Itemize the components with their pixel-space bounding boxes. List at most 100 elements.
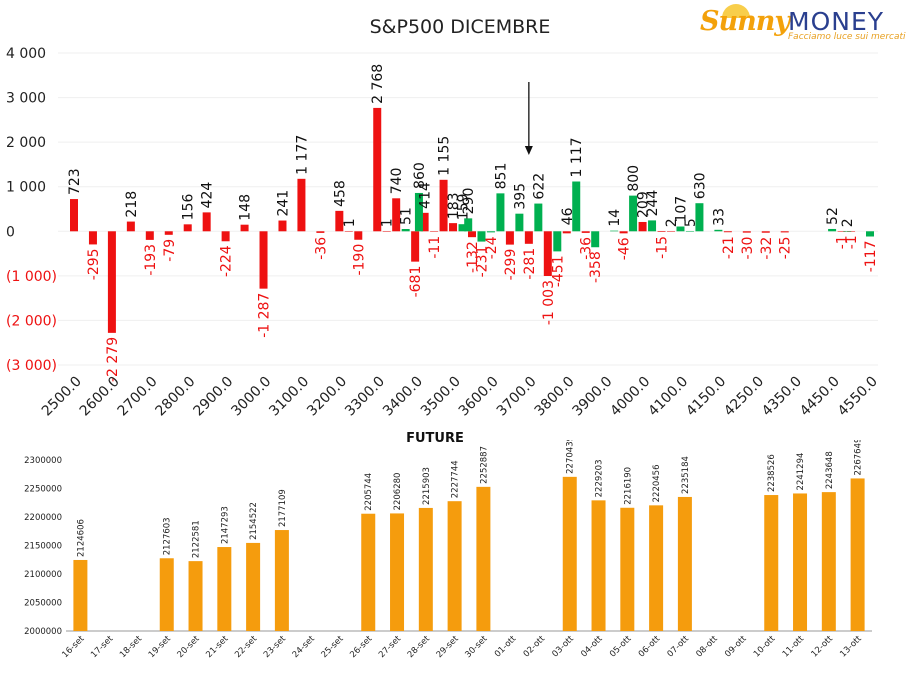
green-bar xyxy=(591,231,600,248)
data-label: 183 xyxy=(446,192,462,219)
future-bar xyxy=(361,513,376,631)
green-bar xyxy=(515,213,524,232)
data-label: -21 xyxy=(721,236,737,259)
future-bar xyxy=(649,505,664,631)
red-bar xyxy=(562,231,571,234)
y-tick-label: 1 000 xyxy=(6,180,46,196)
data-label: 156 xyxy=(181,194,197,221)
red-bar xyxy=(240,224,249,232)
x-tick-label: 03-ott xyxy=(550,634,576,660)
x-tick-label: 28-set xyxy=(406,634,433,661)
data-label: 5 xyxy=(683,218,699,227)
x-tick-label: 3900.0 xyxy=(570,374,616,420)
red-bar xyxy=(354,231,363,240)
y-tick-label: (2 000) xyxy=(6,313,57,329)
green-bar xyxy=(458,224,467,232)
data-label: 2252887 xyxy=(479,446,489,484)
data-label: -451 xyxy=(550,255,566,287)
x-tick-label: 06-ott xyxy=(637,634,663,660)
red-bar xyxy=(344,231,353,232)
data-label: 2 768 xyxy=(370,64,386,104)
data-label: 2270439 xyxy=(566,440,576,474)
data-label: 1 117 xyxy=(569,137,585,177)
x-tick-label: 4250.0 xyxy=(721,374,767,420)
data-label: 2205744 xyxy=(364,473,374,511)
data-label: -1 xyxy=(844,235,860,249)
x-tick-label: 4000.0 xyxy=(607,374,653,420)
future-bar xyxy=(620,507,635,631)
red-bar xyxy=(88,231,97,245)
future-bar xyxy=(850,478,865,631)
green-bar xyxy=(414,192,423,232)
data-label: 630 xyxy=(692,172,708,199)
data-label: 2147293 xyxy=(220,506,230,544)
x-tick-label: 01-ott xyxy=(493,634,519,660)
future-bar xyxy=(562,476,577,631)
red-bar xyxy=(638,221,647,232)
red-bar xyxy=(430,231,439,232)
x-tick-label: 2600.0 xyxy=(77,374,123,420)
green-bar xyxy=(695,203,704,232)
green-bar xyxy=(685,231,694,232)
data-label: -358 xyxy=(588,251,604,283)
red-bar xyxy=(126,221,135,232)
x-tick-label: 02-ott xyxy=(522,634,548,660)
data-label: 622 xyxy=(531,173,547,200)
x-tick-label: 10-ott xyxy=(752,634,778,660)
x-tick-label: 13-ott xyxy=(838,634,864,660)
green-bar xyxy=(866,231,874,237)
data-label: 14 xyxy=(607,209,623,227)
data-label: 2241294 xyxy=(796,453,806,491)
data-label: 860 xyxy=(412,162,428,189)
future-bar xyxy=(677,496,692,631)
data-label: 2215903 xyxy=(422,467,432,505)
x-tick-label: 19-set xyxy=(147,634,174,661)
data-label: -30 xyxy=(740,237,756,260)
red-bar xyxy=(449,223,458,232)
x-tick-label: 24-set xyxy=(291,634,318,661)
data-label: 241 xyxy=(275,190,291,217)
future-bar xyxy=(418,507,433,631)
data-label: 395 xyxy=(512,183,528,210)
data-label: -24 xyxy=(484,236,500,259)
x-tick-label: 11-ott xyxy=(781,634,807,660)
data-label: -1 xyxy=(835,235,851,249)
data-label: -190 xyxy=(351,244,367,276)
green-bar xyxy=(648,220,657,232)
data-label: -231 xyxy=(474,246,490,278)
x-tick-label: 4350.0 xyxy=(759,374,805,420)
data-label: 1 xyxy=(380,218,396,227)
data-label: -36 xyxy=(579,237,595,260)
chart-title-sp500: S&P500 DICEMBRE xyxy=(369,16,551,38)
data-label: 52 xyxy=(825,207,841,225)
green-bar xyxy=(714,229,723,232)
x-tick-label: 22-set xyxy=(233,634,260,661)
y-tick-label: 2250000 xyxy=(24,485,62,495)
data-label: 2 xyxy=(840,218,856,227)
red-bar xyxy=(259,231,268,289)
data-label: 2 xyxy=(664,218,680,227)
data-label: -25 xyxy=(778,236,794,259)
data-label: 148 xyxy=(238,194,254,221)
y-tick-label: 3 000 xyxy=(6,91,46,107)
red-bar xyxy=(183,224,192,232)
data-label: 107 xyxy=(673,196,689,223)
red-bar xyxy=(335,210,344,232)
future-bar xyxy=(447,501,462,631)
x-tick-label: 17-set xyxy=(89,634,116,661)
data-label: -2 279 xyxy=(105,337,121,382)
x-tick-label: 3100.0 xyxy=(266,374,312,420)
brand-logo: Sunny MONEY Facciamo luce sui mercati xyxy=(700,4,910,44)
data-label: 2177109 xyxy=(278,489,288,527)
red-bar xyxy=(581,231,590,233)
data-label: 2235184 xyxy=(681,456,691,494)
red-bar xyxy=(392,198,401,232)
x-tick-label: 4100.0 xyxy=(645,374,691,420)
green-bar xyxy=(534,203,543,232)
x-tick-label: 04-ott xyxy=(579,634,605,660)
green-bar xyxy=(843,231,852,232)
x-tick-label: 3700.0 xyxy=(494,374,540,420)
green-bar xyxy=(486,231,495,233)
x-tick-label: 2900.0 xyxy=(190,374,236,420)
x-tick-label: 29-set xyxy=(435,634,462,661)
